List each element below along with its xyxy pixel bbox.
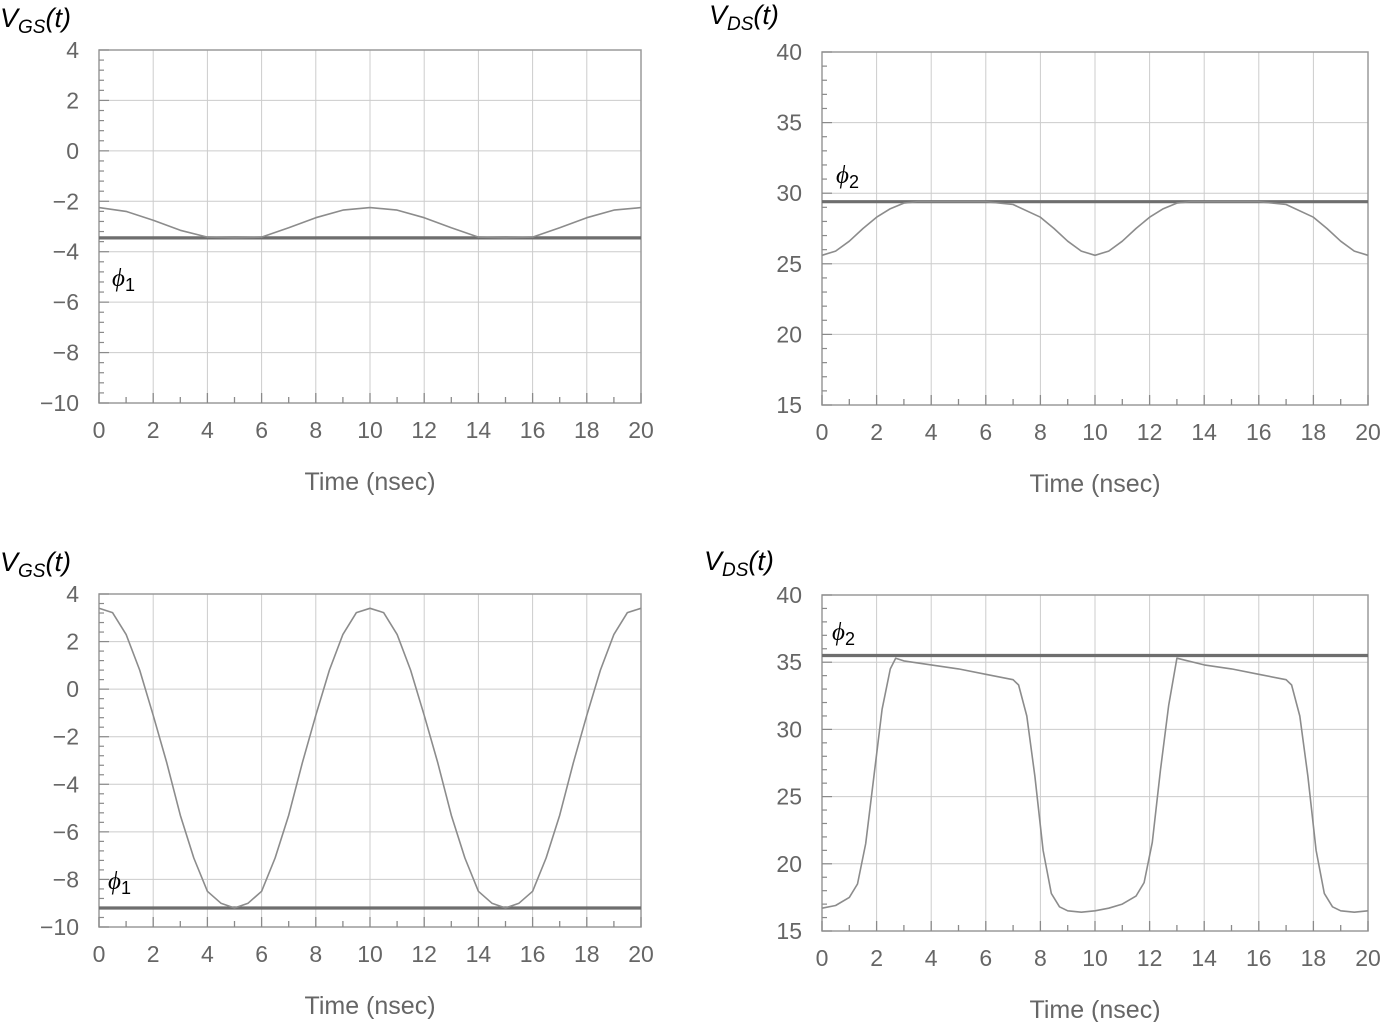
panel-4: 0 2 4 6 8 10 12 14 16 18 20 15 20 25 30 35 40 Time (nsec)… bbox=[704, 546, 1381, 1022]
x-tick-label: 2 bbox=[147, 417, 160, 443]
x-axis-title: Time (nsec) bbox=[304, 992, 435, 1020]
x-tick-label: 6 bbox=[979, 945, 992, 971]
x-tick-label: 18 bbox=[574, 417, 600, 443]
x-tick-label: 8 bbox=[309, 417, 322, 443]
x-tick-label: 20 bbox=[628, 941, 654, 967]
x-tick-label: 0 bbox=[816, 419, 829, 445]
x-tick-label: 4 bbox=[201, 417, 214, 443]
y-tick-label: −2 bbox=[53, 188, 79, 214]
reference-line-label: ϕ1 bbox=[112, 265, 135, 295]
x-tick-label: 0 bbox=[93, 417, 106, 443]
x-tick-label: 20 bbox=[1355, 945, 1381, 971]
x-tick-label: 4 bbox=[925, 945, 938, 971]
panel-3: 0 2 4 6 8 10 12 14 16 18 20 −10 −8 −6 −4 −2 0 2 4 Time (nse… bbox=[0, 547, 654, 1020]
x-tick-label: 16 bbox=[1246, 419, 1272, 445]
y-tick-label: 15 bbox=[776, 918, 802, 944]
x-tick-label: 8 bbox=[1034, 945, 1047, 971]
x-tick-label: 10 bbox=[1082, 945, 1108, 971]
x-tick-label: 18 bbox=[1301, 419, 1327, 445]
y-tick-label: −8 bbox=[53, 340, 79, 366]
y-tick-label: 40 bbox=[776, 39, 802, 65]
x-tick-label: 12 bbox=[411, 417, 437, 443]
x-tick-label: 16 bbox=[1246, 945, 1272, 971]
x-tick-label: 0 bbox=[816, 945, 829, 971]
x-tick-label: 2 bbox=[147, 941, 160, 967]
y-tick-label: 20 bbox=[776, 851, 802, 877]
x-tick-label: 14 bbox=[466, 417, 492, 443]
x-tick-label: 8 bbox=[1034, 419, 1047, 445]
x-tick-label: 14 bbox=[466, 941, 492, 967]
y-tick-label: −6 bbox=[53, 289, 79, 315]
x-tick-label: 6 bbox=[979, 419, 992, 445]
y-tick-label: 25 bbox=[776, 251, 802, 277]
y-tick-label: 25 bbox=[776, 784, 802, 810]
y-tick-label: −4 bbox=[53, 239, 79, 265]
y-tick-label: −10 bbox=[40, 914, 79, 940]
y-tick-label: 40 bbox=[776, 582, 802, 608]
x-tick-label: 14 bbox=[1191, 419, 1217, 445]
x-tick-label: 10 bbox=[1082, 419, 1108, 445]
y-axis-title: VDS(t) bbox=[704, 546, 774, 581]
y-tick-label: 20 bbox=[776, 321, 802, 347]
y-tick-label: 4 bbox=[66, 581, 79, 607]
x-tick-label: 10 bbox=[357, 417, 383, 443]
y-tick-label: 30 bbox=[776, 180, 802, 206]
y-axis-title: VDS(t) bbox=[709, 0, 779, 35]
reference-line-label: ϕ2 bbox=[832, 619, 855, 649]
y-tick-label: −10 bbox=[40, 390, 79, 416]
x-axis-title: Time (nsec) bbox=[1029, 996, 1160, 1022]
series-line-1 bbox=[98, 206, 642, 239]
x-tick-label: 14 bbox=[1191, 945, 1217, 971]
y-axis-title: VGS(t) bbox=[0, 3, 71, 38]
y-tick-label: 2 bbox=[66, 87, 79, 113]
y-tick-label: 0 bbox=[66, 676, 79, 702]
panel-1: 0 2 4 6 8 10 12 14 16 18 20 −10 −8 −6 −4 −2 0 2 4 Time (nse… bbox=[0, 3, 654, 496]
y-tick-label: −2 bbox=[53, 724, 79, 750]
y-tick-label: −4 bbox=[53, 771, 79, 797]
y-tick-label: 2 bbox=[66, 629, 79, 655]
x-tick-label: 16 bbox=[520, 941, 546, 967]
x-tick-label: 6 bbox=[255, 941, 268, 967]
y-tick-label: 0 bbox=[66, 138, 79, 164]
y-tick-label: 4 bbox=[66, 37, 79, 63]
y-tick-label: −8 bbox=[53, 866, 79, 892]
series-line-1 bbox=[98, 607, 642, 909]
y-tick-label: 30 bbox=[776, 716, 802, 742]
panel-2: 0 2 4 6 8 10 12 14 16 18 20 15 20 25 30 35 40 Time (nsec)… bbox=[709, 0, 1381, 498]
series-line-1 bbox=[821, 200, 1369, 257]
x-tick-label: 0 bbox=[93, 941, 106, 967]
y-tick-label: 35 bbox=[776, 110, 802, 136]
x-tick-label: 20 bbox=[1355, 419, 1381, 445]
x-tick-label: 18 bbox=[1301, 945, 1327, 971]
y-tick-label: 35 bbox=[776, 649, 802, 675]
x-tick-label: 18 bbox=[574, 941, 600, 967]
x-tick-label: 10 bbox=[357, 941, 383, 967]
y-axis-title: VGS(t) bbox=[0, 547, 71, 582]
y-tick-label: 15 bbox=[776, 392, 802, 418]
x-tick-label: 6 bbox=[255, 417, 268, 443]
x-tick-label: 20 bbox=[628, 417, 654, 443]
x-tick-label: 4 bbox=[925, 419, 938, 445]
x-tick-label: 2 bbox=[870, 945, 883, 971]
x-tick-label: 4 bbox=[201, 941, 214, 967]
x-tick-label: 12 bbox=[1137, 945, 1163, 971]
x-tick-label: 2 bbox=[870, 419, 883, 445]
x-axis-title: Time (nsec) bbox=[1029, 470, 1160, 498]
x-tick-label: 16 bbox=[520, 417, 546, 443]
y-tick-label: −6 bbox=[53, 819, 79, 845]
series-line-1 bbox=[821, 657, 1369, 914]
x-tick-label: 8 bbox=[309, 941, 322, 967]
x-axis-title: Time (nsec) bbox=[304, 468, 435, 496]
x-tick-label: 12 bbox=[411, 941, 437, 967]
reference-line-label: ϕ2 bbox=[836, 162, 859, 192]
reference-line-label: ϕ1 bbox=[108, 868, 131, 898]
x-tick-label: 12 bbox=[1137, 419, 1163, 445]
